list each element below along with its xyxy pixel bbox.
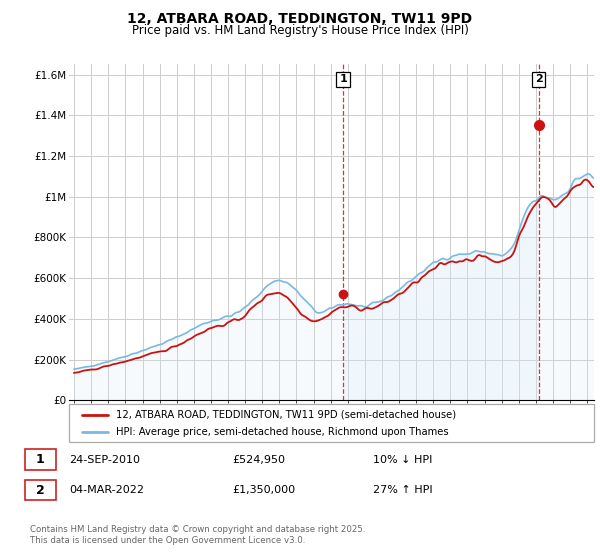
Text: £1,350,000: £1,350,000 <box>232 485 295 495</box>
FancyBboxPatch shape <box>25 450 56 470</box>
FancyBboxPatch shape <box>69 404 594 442</box>
FancyBboxPatch shape <box>25 480 56 500</box>
Text: HPI: Average price, semi-detached house, Richmond upon Thames: HPI: Average price, semi-detached house,… <box>116 427 449 437</box>
Text: 2: 2 <box>535 74 542 85</box>
Text: 24-SEP-2010: 24-SEP-2010 <box>69 455 140 465</box>
Text: £524,950: £524,950 <box>232 455 286 465</box>
Text: Price paid vs. HM Land Registry's House Price Index (HPI): Price paid vs. HM Land Registry's House … <box>131 24 469 36</box>
Text: 12, ATBARA ROAD, TEDDINGTON, TW11 9PD (semi-detached house): 12, ATBARA ROAD, TEDDINGTON, TW11 9PD (s… <box>116 410 457 420</box>
Text: 10% ↓ HPI: 10% ↓ HPI <box>373 455 433 465</box>
Text: 12, ATBARA ROAD, TEDDINGTON, TW11 9PD: 12, ATBARA ROAD, TEDDINGTON, TW11 9PD <box>127 12 473 26</box>
Text: 04-MAR-2022: 04-MAR-2022 <box>69 485 144 495</box>
Text: 27% ↑ HPI: 27% ↑ HPI <box>373 485 433 495</box>
Text: 1: 1 <box>339 74 347 85</box>
Text: 1: 1 <box>35 453 44 466</box>
Text: Contains HM Land Registry data © Crown copyright and database right 2025.
This d: Contains HM Land Registry data © Crown c… <box>30 525 365 545</box>
Text: 2: 2 <box>35 483 44 497</box>
